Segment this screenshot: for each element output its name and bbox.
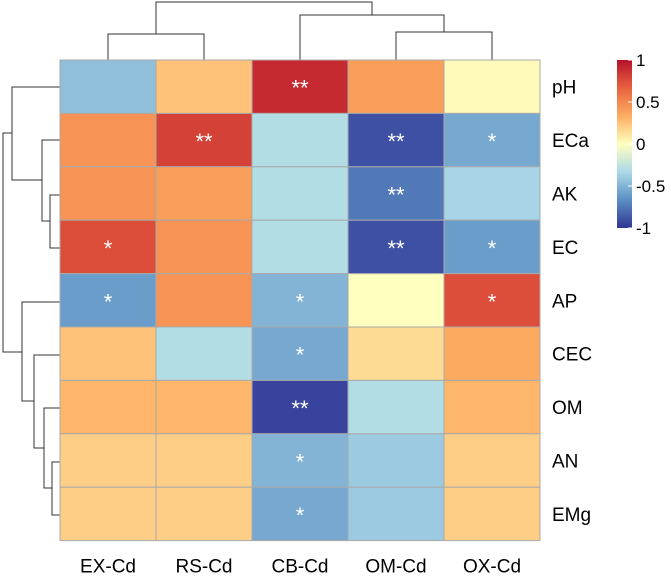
heatmap-cell-AN-OM-Cd <box>347 433 445 488</box>
heatmap-cell-EC-EX-Cd <box>59 219 157 275</box>
row-label: AK <box>552 185 578 206</box>
column-label: OM-Cd <box>365 557 426 578</box>
heatmap-cell-EMg-RS-Cd <box>155 486 253 542</box>
heatmap-cell-CEC-RS-Cd <box>155 326 253 381</box>
significance-mark: ** <box>291 396 309 421</box>
heatmap-cell-CEC-OX-Cd <box>443 326 541 381</box>
column-label: RS-Cd <box>175 557 232 578</box>
heatmap-cell-EMg-CB-Cd <box>251 486 349 542</box>
heatmap-cell-AK-OM-Cd <box>347 166 445 221</box>
heatmap-cell-AP-OM-Cd <box>347 273 445 328</box>
column-label: EX-Cd <box>80 557 136 578</box>
column-labels: EX-Cd RS-Cd CB-Cd OM-Cd OX-Cd <box>80 557 521 578</box>
legend-tick-label: 1 <box>636 51 645 70</box>
heatmap-cell-pH-RS-Cd <box>155 59 253 114</box>
significance-mark: ** <box>387 183 405 208</box>
heatmap-cell-EC-RS-Cd <box>155 219 253 275</box>
heatmap-cell-pH-OX-Cd <box>443 59 541 114</box>
significance-mark: * <box>296 503 305 528</box>
heatmap-cell-OM-OX-Cd <box>443 379 541 435</box>
heatmap-cell-AK-RS-Cd <box>155 166 253 221</box>
significance-mark: ** <box>387 236 405 261</box>
legend-tick-label: 0.5 <box>636 93 660 112</box>
column-label: OX-Cd <box>463 557 521 578</box>
heatmap-cell-CEC-CB-Cd <box>251 326 349 381</box>
column-label: CB-Cd <box>271 557 328 578</box>
heatmap-cell-pH-CB-Cd <box>251 59 349 114</box>
row-label: pH <box>552 78 576 99</box>
heatmap-cell-AK-OX-Cd <box>443 166 541 221</box>
heatmap-cell-AP-OX-Cd <box>443 273 541 328</box>
heatmap-cell-AK-EX-Cd <box>59 166 157 221</box>
heatmap-cell-AP-RS-Cd <box>155 273 253 328</box>
heatmap-cell-EC-CB-Cd <box>251 219 349 275</box>
significance-mark: * <box>488 289 497 314</box>
significance-mark: ** <box>387 129 405 154</box>
legend-tick-label: -1 <box>636 219 651 238</box>
heatmap-cell-EMg-EX-Cd <box>59 486 157 542</box>
row-label: AP <box>552 291 577 312</box>
heatmap-cells <box>59 59 541 542</box>
significance-mark: * <box>296 289 305 314</box>
significance-mark: * <box>488 129 497 154</box>
color-legend: 1 0.5 0 -0.5 -1 <box>617 51 665 238</box>
heatmap-cell-OM-RS-Cd <box>155 379 253 435</box>
significance-mark: * <box>296 343 305 368</box>
significance-marks: **** ** **** ** ** * ****** <box>104 76 497 528</box>
heatmap-cell-pH-OM-Cd <box>347 59 445 114</box>
significance-mark: * <box>488 236 497 261</box>
heatmap-cell-ECa-CB-Cd <box>251 112 349 168</box>
row-dendrogram <box>2 86 60 516</box>
significance-mark: * <box>104 289 113 314</box>
significance-mark: * <box>104 236 113 261</box>
row-label: CEC <box>552 345 592 366</box>
heatmap-cell-ECa-EX-Cd <box>59 112 157 168</box>
row-labels: pH ECa AK EC AP CEC OM AN EMg <box>552 78 592 526</box>
legend-tick-label: 0 <box>636 135 645 154</box>
row-label: EC <box>552 238 578 259</box>
significance-mark: ** <box>291 76 309 101</box>
heatmap-cell-AK-CB-Cd <box>251 166 349 221</box>
legend-tick-label: -0.5 <box>636 177 665 196</box>
heatmap-cell-EMg-OM-Cd <box>347 486 445 542</box>
significance-mark: ** <box>195 129 213 154</box>
legend-ticks: 1 0.5 0 -0.5 -1 <box>628 51 665 238</box>
heatmap-cell-OM-EX-Cd <box>59 379 157 435</box>
row-label: EMg <box>552 505 591 526</box>
heatmap-cell-AN-RS-Cd <box>155 433 253 488</box>
significance-mark: * <box>296 450 305 475</box>
heatmap-cell-AP-CB-Cd <box>251 273 349 328</box>
row-label: OM <box>552 398 583 419</box>
heatmap-cell-ECa-OX-Cd <box>443 112 541 168</box>
heatmap-cell-CEC-OM-Cd <box>347 326 445 381</box>
heatmap-cell-AN-CB-Cd <box>251 433 349 488</box>
heatmap-cell-AP-EX-Cd <box>59 273 157 328</box>
row-label: AN <box>552 452 578 473</box>
heatmap-cell-OM-OM-Cd <box>347 379 445 435</box>
heatmap-cell-CEC-EX-Cd <box>59 326 157 381</box>
heatmap-cell-AN-EX-Cd <box>59 433 157 488</box>
heatmap-cell-AN-OX-Cd <box>443 433 541 488</box>
heatmap-cell-pH-EX-Cd <box>59 59 157 114</box>
heatmap-cell-EMg-OX-Cd <box>443 486 541 542</box>
heatmap-cell-EC-OM-Cd <box>347 219 445 275</box>
heatmap-cell-EC-OX-Cd <box>443 219 541 275</box>
row-label: ECa <box>552 131 589 152</box>
column-dendrogram <box>107 1 493 60</box>
